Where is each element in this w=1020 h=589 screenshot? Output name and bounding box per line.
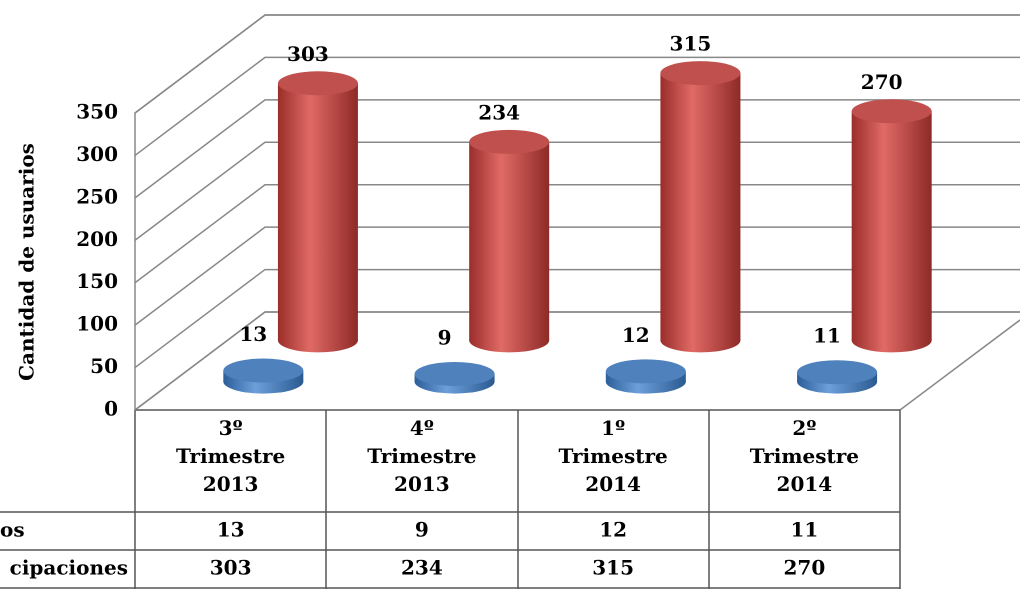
y-tick-label: 100: [76, 312, 118, 336]
value-label: 303: [287, 42, 329, 66]
cylinder-body: [469, 141, 550, 341]
cylinder-top: [660, 61, 741, 86]
floor-edge: [899, 319, 1020, 411]
cylinder-top: [277, 71, 358, 96]
grid-line: [134, 56, 1020, 157]
grid-line: [134, 141, 1020, 241]
value-label: 315: [670, 32, 712, 56]
grid-line: [134, 268, 1020, 369]
cylinder: [797, 360, 878, 394]
grid-line: [134, 311, 1020, 411]
table-value: 13: [217, 518, 245, 542]
table-value: 234: [401, 556, 443, 580]
value-label: 234: [478, 100, 520, 124]
grid-line: [134, 14, 1020, 114]
x-tick-label: 4º Trimestre 2013: [367, 416, 477, 496]
table-value: 9: [415, 518, 429, 542]
cylinder-top: [605, 359, 686, 384]
value-label: 9: [438, 325, 452, 349]
x-tick-label: 3º Trimestre 2013: [176, 416, 286, 496]
cylinder-body: [277, 83, 358, 341]
y-tick-label: 200: [76, 227, 118, 251]
cylinder-top: [851, 99, 932, 124]
cylinder-body: [851, 111, 932, 341]
cylinder-top: [469, 129, 550, 154]
table-value: 303: [210, 556, 252, 580]
table-value: 270: [784, 556, 826, 580]
y-tick-label: 350: [76, 100, 118, 124]
x-tick-label: 1º Trimestre 2014: [558, 416, 668, 496]
cylinder: [414, 361, 495, 394]
cylinder: [223, 358, 304, 394]
value-label: 11: [813, 324, 841, 348]
legend-label: cipaciones: [10, 556, 128, 580]
table-value: 315: [592, 556, 634, 580]
y-tick-label: 50: [90, 354, 118, 378]
data-table: [0, 409, 901, 589]
cylinder-top: [414, 361, 495, 386]
cylinder: [277, 71, 358, 353]
cylinder: [660, 61, 741, 353]
value-label: 13: [239, 322, 267, 346]
cylinder: [851, 99, 932, 353]
category-cell: 4º Trimestre 2013: [367, 416, 477, 496]
y-tick-label: 300: [76, 142, 118, 166]
value-label: 12: [622, 323, 650, 347]
table-value: 12: [599, 518, 627, 542]
table-value: 11: [790, 518, 818, 542]
cylinder: [605, 359, 686, 394]
cylinder-top: [797, 360, 878, 385]
value-label: 270: [861, 70, 903, 94]
cylinder: [469, 129, 550, 353]
y-tick-label: 150: [76, 269, 118, 293]
category-cell: 1º Trimestre 2014: [558, 416, 668, 496]
y-tick-label: 0: [104, 397, 118, 421]
y-axis-title: Cantidad de usuarios: [15, 143, 39, 381]
y-tick-label: 250: [76, 184, 118, 208]
cylinder-body: [660, 73, 741, 341]
cylinder-top: [223, 358, 304, 383]
grid-line: [134, 226, 1020, 326]
category-cell: 3º Trimestre 2013: [176, 416, 286, 496]
legend-label: os: [0, 518, 25, 542]
grid-line: [134, 183, 1020, 284]
x-tick-label: 2º Trimestre 2014: [749, 416, 859, 496]
category-cell: 2º Trimestre 2014: [749, 416, 859, 496]
grid-line: [134, 99, 1020, 199]
